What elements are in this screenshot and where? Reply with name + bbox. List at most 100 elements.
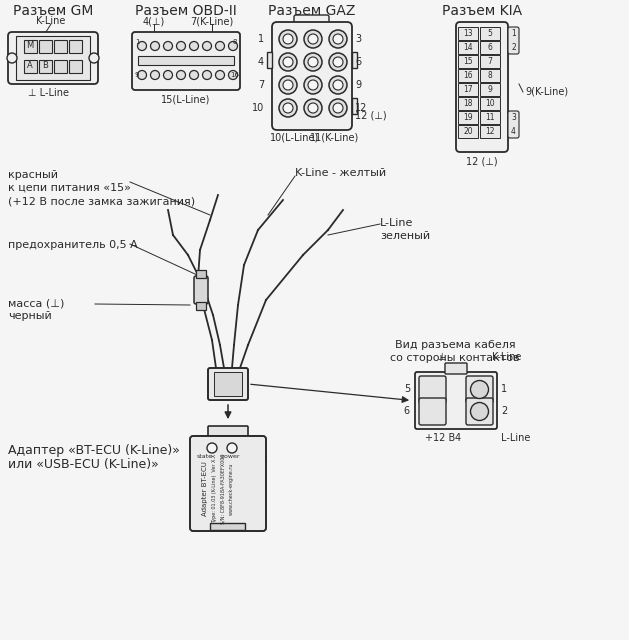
Circle shape xyxy=(333,34,343,44)
Text: 5: 5 xyxy=(404,385,410,394)
Text: 1: 1 xyxy=(258,34,264,44)
Circle shape xyxy=(279,99,297,117)
Text: 12 (⊥): 12 (⊥) xyxy=(355,110,387,120)
Circle shape xyxy=(177,42,186,51)
Circle shape xyxy=(304,53,322,71)
Text: 15: 15 xyxy=(463,57,473,66)
Bar xyxy=(39,60,52,73)
Text: L-Line: L-Line xyxy=(380,218,413,228)
Text: 4: 4 xyxy=(511,127,516,136)
Text: 4: 4 xyxy=(258,57,264,67)
Text: (+12 В после замка зажигания): (+12 В после замка зажигания) xyxy=(8,196,195,206)
Circle shape xyxy=(177,70,186,79)
FancyBboxPatch shape xyxy=(190,436,266,531)
Circle shape xyxy=(333,103,343,113)
Circle shape xyxy=(308,103,318,113)
Text: 18: 18 xyxy=(463,99,473,108)
Circle shape xyxy=(329,30,347,48)
FancyBboxPatch shape xyxy=(456,22,508,152)
Text: Адаптер «BT-ECU (K-Line)»: Адаптер «BT-ECU (K-Line)» xyxy=(8,444,180,457)
FancyBboxPatch shape xyxy=(208,426,248,436)
Text: ⊥: ⊥ xyxy=(437,352,445,362)
Circle shape xyxy=(150,70,160,79)
Circle shape xyxy=(333,57,343,67)
Text: www.check-engine.ru: www.check-engine.ru xyxy=(228,462,233,515)
Text: +12 B: +12 B xyxy=(425,433,455,443)
Bar xyxy=(480,83,500,96)
Circle shape xyxy=(207,443,217,453)
Circle shape xyxy=(203,70,211,79)
Bar xyxy=(196,270,206,278)
Bar xyxy=(196,302,206,310)
Circle shape xyxy=(329,99,347,117)
Bar xyxy=(480,97,500,110)
Bar xyxy=(138,56,234,65)
Text: 11: 11 xyxy=(485,113,495,122)
Text: power: power xyxy=(220,454,240,459)
Text: 2: 2 xyxy=(511,44,516,52)
Text: 9(K-Line): 9(K-Line) xyxy=(525,87,568,97)
Text: Разъем GAZ: Разъем GAZ xyxy=(269,4,355,18)
FancyBboxPatch shape xyxy=(132,32,240,90)
Bar xyxy=(352,98,357,114)
Circle shape xyxy=(470,381,489,399)
Circle shape xyxy=(164,42,172,51)
Text: 20: 20 xyxy=(463,127,473,136)
Bar xyxy=(267,52,272,68)
Bar xyxy=(69,40,82,53)
Text: Type: 01.03 (K-Line)  Ver X.X: Type: 01.03 (K-Line) Ver X.X xyxy=(213,454,218,523)
Text: S/N: C8F8-918A-FA30EFX000: S/N: C8F8-918A-FA30EFX000 xyxy=(221,453,226,524)
Text: L-Line: L-Line xyxy=(501,433,530,443)
Text: 15(L-Line): 15(L-Line) xyxy=(161,94,211,104)
Circle shape xyxy=(279,30,297,48)
Bar xyxy=(69,60,82,73)
Text: Разъем GM: Разъем GM xyxy=(13,4,93,18)
Circle shape xyxy=(279,53,297,71)
Text: Adapter BT-ECU: Adapter BT-ECU xyxy=(202,461,208,516)
FancyBboxPatch shape xyxy=(8,32,98,84)
FancyBboxPatch shape xyxy=(208,368,248,400)
Bar xyxy=(480,55,500,68)
Text: 16: 16 xyxy=(463,71,473,80)
Circle shape xyxy=(308,80,318,90)
Text: 1: 1 xyxy=(511,29,516,38)
FancyBboxPatch shape xyxy=(508,27,519,54)
Circle shape xyxy=(164,70,172,79)
Circle shape xyxy=(283,80,293,90)
Text: 9: 9 xyxy=(487,85,493,94)
Circle shape xyxy=(304,30,322,48)
Text: K-Line: K-Line xyxy=(36,16,65,26)
Circle shape xyxy=(216,42,225,51)
Circle shape xyxy=(308,57,318,67)
Text: 11(K-Line): 11(K-Line) xyxy=(310,133,359,143)
Bar xyxy=(39,40,52,53)
Bar xyxy=(480,27,500,40)
Text: 7: 7 xyxy=(487,57,493,66)
Text: K-Line - желтый: K-Line - желтый xyxy=(295,168,386,178)
Circle shape xyxy=(283,34,293,44)
Text: 6: 6 xyxy=(355,57,361,67)
FancyBboxPatch shape xyxy=(419,398,446,425)
Text: 1: 1 xyxy=(501,385,507,394)
Text: масса (⊥): масса (⊥) xyxy=(8,298,64,308)
Text: 12: 12 xyxy=(355,103,367,113)
Bar xyxy=(24,40,37,53)
Text: Разъем KIA: Разъем KIA xyxy=(442,4,522,18)
Text: или «USB-ECU (K-Line)»: или «USB-ECU (K-Line)» xyxy=(8,458,159,471)
Text: 4(⊥): 4(⊥) xyxy=(143,16,165,26)
Text: 7: 7 xyxy=(258,80,264,90)
Circle shape xyxy=(329,53,347,71)
Text: к цепи питания «15»: к цепи питания «15» xyxy=(8,183,131,193)
Circle shape xyxy=(150,42,160,51)
Bar xyxy=(458,55,478,68)
Text: 2: 2 xyxy=(501,406,507,417)
Circle shape xyxy=(283,57,293,67)
Text: 7(K-Line): 7(K-Line) xyxy=(191,16,233,26)
Circle shape xyxy=(216,70,225,79)
Text: 3: 3 xyxy=(511,113,516,122)
FancyBboxPatch shape xyxy=(294,15,329,24)
Circle shape xyxy=(279,76,297,94)
Circle shape xyxy=(283,103,293,113)
Text: зеленый: зеленый xyxy=(380,231,430,241)
Circle shape xyxy=(304,76,322,94)
